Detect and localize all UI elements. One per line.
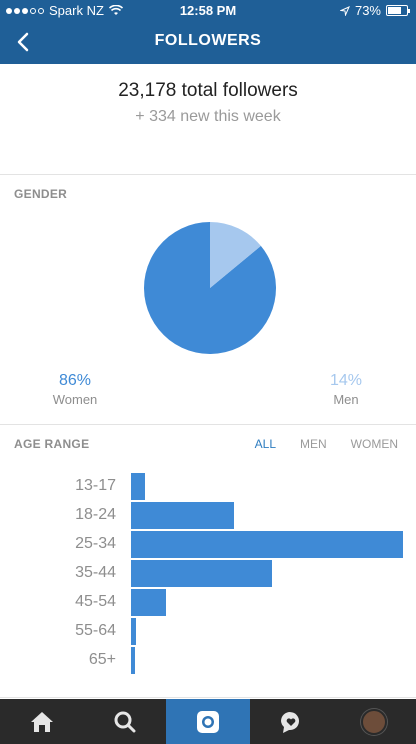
tab-women[interactable]: WOMEN xyxy=(350,437,398,451)
header-bar: Spark NZ 12:58 PM 73% FOLLOWERS xyxy=(0,0,416,64)
status-bar: Spark NZ 12:58 PM 73% xyxy=(0,0,416,20)
gender-pie-chart xyxy=(144,222,276,354)
age-label: 18-24 xyxy=(75,506,116,523)
tab-camera[interactable] xyxy=(166,699,250,744)
divider xyxy=(0,697,416,698)
battery-icon xyxy=(386,5,410,16)
age-bar xyxy=(131,589,167,616)
nav-bar: FOLLOWERS xyxy=(0,20,416,64)
tab-all[interactable]: ALL xyxy=(254,437,276,451)
back-chevron-icon[interactable] xyxy=(10,28,38,56)
tab-home[interactable] xyxy=(0,699,83,744)
divider xyxy=(0,174,416,175)
wifi-icon xyxy=(108,5,123,15)
followers-summary: 23,178 total followers + 334 new this we… xyxy=(0,64,416,174)
age-bar xyxy=(131,560,273,587)
bottom-tab-bar xyxy=(0,699,416,744)
total-followers: 23,178 total followers xyxy=(118,80,298,101)
age-filter-tabs: ALL MEN WOMEN xyxy=(255,437,398,451)
women-percent: 86% xyxy=(58,372,92,389)
camera-icon xyxy=(197,710,219,733)
age-section-title: AGE RANGE xyxy=(14,437,90,451)
age-label: 13-17 xyxy=(75,477,116,494)
divider xyxy=(0,424,416,425)
search-icon xyxy=(114,711,136,732)
women-label: Women xyxy=(52,392,98,407)
activity-icon xyxy=(281,711,300,733)
age-bar xyxy=(131,618,137,645)
profile-avatar xyxy=(361,708,388,735)
pie-slice-men xyxy=(210,222,261,288)
battery-percent: 73% xyxy=(354,3,381,18)
signal-icon xyxy=(6,7,44,14)
women-stat: 86% Women xyxy=(30,372,120,407)
tab-men[interactable]: MEN xyxy=(300,437,327,451)
carrier-name: Spark NZ xyxy=(49,3,104,18)
age-bar xyxy=(131,473,145,500)
age-label: 25-34 xyxy=(75,535,116,552)
men-label: Men xyxy=(333,392,359,407)
age-label: 65+ xyxy=(88,651,116,668)
tab-profile[interactable] xyxy=(333,699,416,744)
age-label: 45-54 xyxy=(75,593,116,610)
tab-activity[interactable] xyxy=(250,699,333,744)
new-followers-week: + 334 new this week xyxy=(135,108,281,125)
age-bar xyxy=(131,502,235,529)
tab-search[interactable] xyxy=(83,699,166,744)
location-icon xyxy=(339,5,350,16)
home-icon xyxy=(30,711,53,732)
age-bar xyxy=(131,647,135,674)
gender-section-title: GENDER xyxy=(14,187,68,201)
status-time: 12:58 PM xyxy=(179,3,237,18)
age-label: 35-44 xyxy=(75,564,116,581)
men-percent: 14% xyxy=(329,372,363,389)
age-range-chart: 13-17 18-24 25-34 35-44 45-54 55-64 65+ xyxy=(0,472,416,682)
age-bar xyxy=(131,531,403,558)
page-title: FOLLOWERS xyxy=(154,32,262,49)
age-label: 55-64 xyxy=(75,622,116,639)
men-stat: 14% Men xyxy=(301,372,391,407)
